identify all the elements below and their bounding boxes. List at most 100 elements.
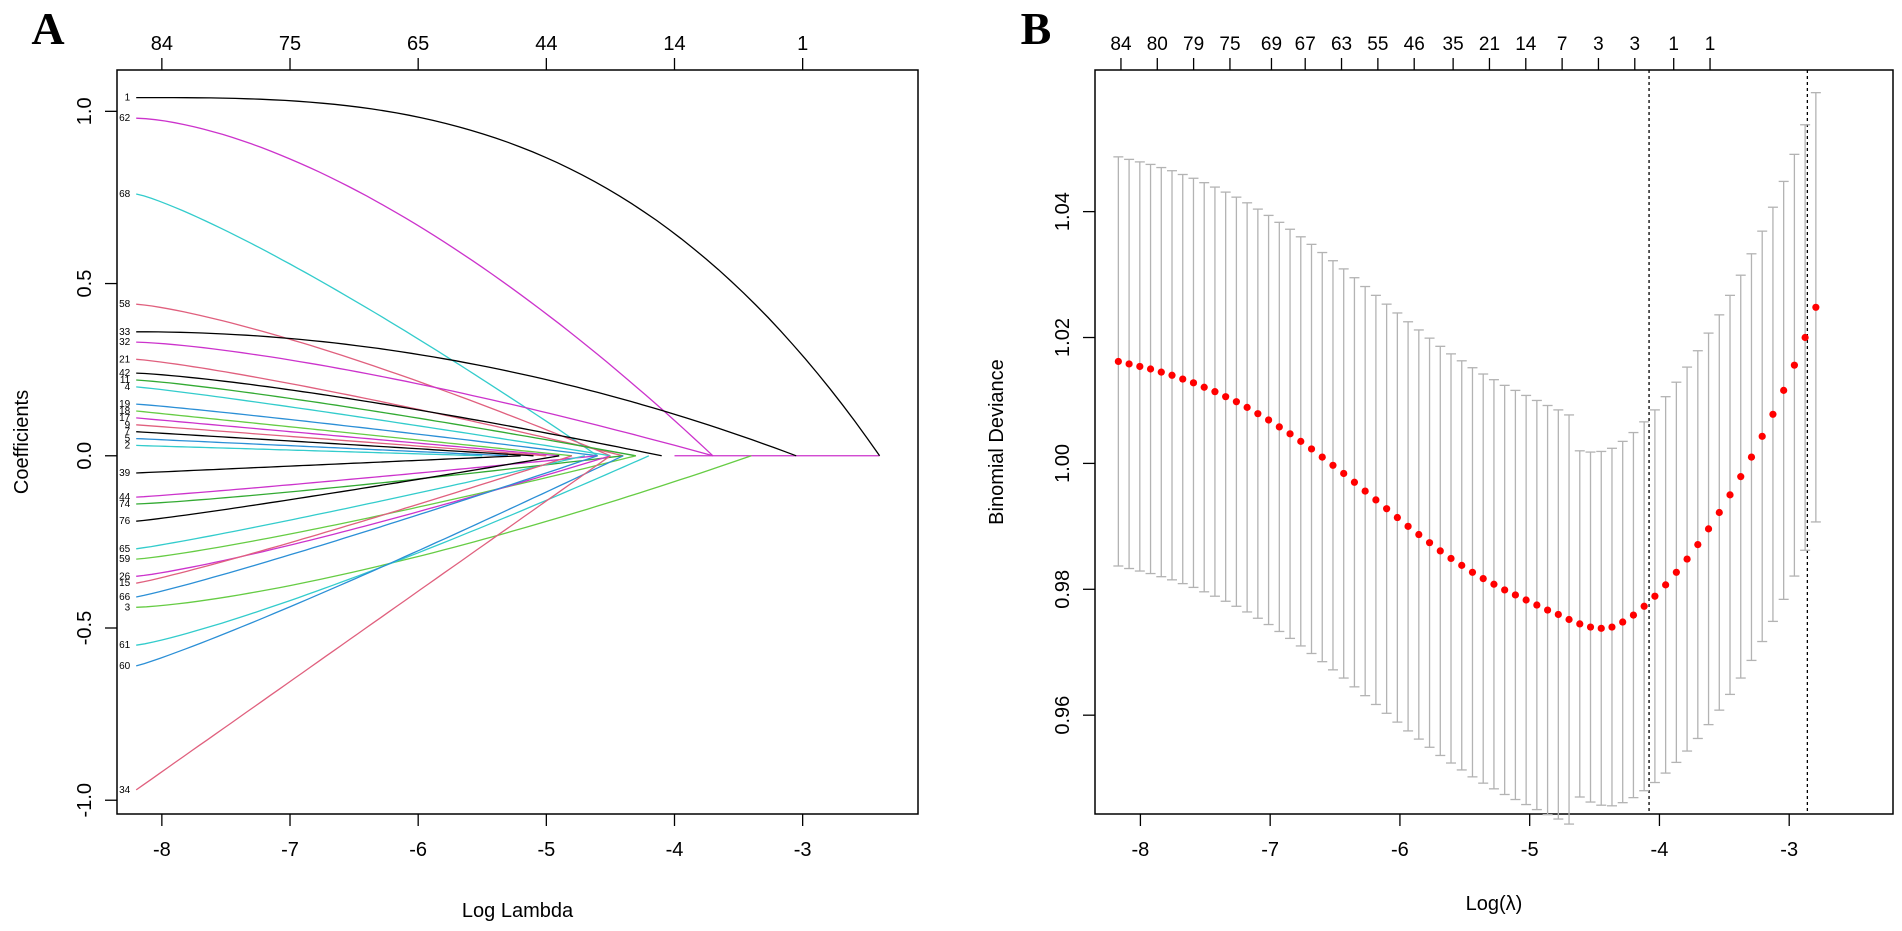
panel-b-point (1222, 393, 1230, 401)
panel-b-error-bars (1113, 92, 1821, 825)
panel-a-path-7 (136, 431, 534, 457)
panel-b-point (1329, 461, 1337, 469)
panel-b-point (1565, 615, 1573, 624)
panel-a-path-9 (136, 424, 547, 457)
panel-a-path-62 (136, 117, 714, 457)
panel-a-path-label-11: 11 (120, 375, 131, 386)
panel-a-label: A (31, 3, 64, 54)
panel-a-x-tick-label: -6 (409, 839, 427, 861)
panel-a-path-44 (136, 455, 598, 498)
panel-a-path-1 (136, 96, 881, 457)
panel-a-path-label-15: 15 (119, 578, 131, 589)
panel-a-path-17 (136, 417, 560, 457)
panel-b-point (1608, 623, 1616, 631)
panel-b-top-tick-label: 63 (1331, 34, 1352, 55)
panel-b-point (1715, 508, 1723, 517)
panel-b-top-tick-label: 69 (1261, 34, 1282, 55)
panel-a-y-tick-label: 0.0 (74, 442, 96, 470)
panel-b-y-tick-label: 1.02 (1052, 318, 1074, 357)
panel-a-top-tick-label: 44 (535, 33, 557, 55)
panel-a-path-label-42: 42 (119, 368, 131, 379)
panel-a-y-tick-label: 1.0 (74, 97, 96, 125)
panel-b-top-tick-label: 1 (1705, 34, 1716, 55)
panel-a-path-label-60: 60 (119, 661, 131, 672)
panel-b-point (1211, 388, 1219, 396)
panel-a-path-58 (136, 303, 611, 457)
panel-a-path-34 (135, 455, 611, 791)
panel-b-point (1297, 437, 1305, 445)
panel-a-path-label-74: 74 (119, 499, 131, 510)
panel-a-path-label-9: 9 (125, 420, 131, 431)
panel-b-point (1554, 610, 1562, 619)
panel-a-path-label-1: 1 (125, 93, 131, 104)
panel-b-point (1372, 496, 1380, 504)
panel-a-path-61 (136, 455, 650, 646)
panel-b-point (1758, 432, 1766, 440)
panel-a-path-21 (136, 358, 624, 457)
panel-b-x-tick-label: -3 (1780, 839, 1798, 861)
panel-b-point (1662, 581, 1670, 589)
panel-b-point (1307, 445, 1316, 453)
panel-a-path-68 (136, 193, 598, 457)
panel-b-point (1522, 596, 1530, 604)
panel-a-path-label-39: 39 (119, 468, 131, 479)
panel-a-path-label-65: 65 (119, 544, 131, 555)
panel-b-point (1533, 601, 1541, 609)
panel-a-path-4 (136, 386, 611, 457)
panel-b-point (1264, 416, 1273, 424)
panel-b-point (1243, 403, 1251, 411)
panel-a-path-42 (136, 372, 662, 457)
panel-b-point (1168, 371, 1176, 379)
panel-a-path-32 (136, 341, 714, 457)
panel-b-point (1286, 430, 1294, 438)
panel-b-top-tick-label: 67 (1295, 34, 1316, 55)
panel-b-top-tick-label: 46 (1404, 34, 1425, 55)
panel-a-path-65 (136, 455, 585, 550)
panel-b-point (1640, 602, 1648, 610)
panel-b-x-tick-label: -7 (1261, 839, 1279, 861)
panel-b-point (1340, 469, 1348, 478)
panel-b-plot-frame (1094, 69, 1894, 815)
panel-b-y-axis-label: Binomial Deviance (986, 359, 1008, 525)
panel-b-point (1769, 410, 1777, 418)
panel-b-point (1350, 478, 1359, 486)
panel-b-point (1672, 568, 1680, 576)
panel-b-point (1501, 586, 1509, 594)
panel-b-cv-curve (1113, 70, 1821, 825)
panel-a-path-label-61: 61 (119, 640, 131, 651)
panel-a-path-label-17: 17 (119, 413, 131, 424)
panel-b-point (1125, 360, 1133, 368)
panel-b-point (1146, 365, 1155, 373)
panel-b-point (1415, 530, 1423, 539)
panel-a-y-tick-label: -1.0 (74, 783, 96, 817)
panel-a-path-label-5: 5 (125, 434, 131, 445)
panel-b-point (1694, 540, 1702, 549)
panel-a-path-label-62: 62 (119, 113, 131, 124)
panel-a-path-60 (136, 455, 624, 667)
panel-b-y-tick-label: 0.96 (1052, 696, 1074, 735)
panel-a-x-tick-label: -4 (666, 839, 684, 861)
panel-b-point (1179, 375, 1187, 383)
panel-a-path-2 (136, 444, 483, 457)
panel-b-y-tick-label: 1.04 (1052, 192, 1074, 231)
panel-b-point (1200, 383, 1208, 391)
panel-b-point (1157, 368, 1165, 376)
panel-b-point (1726, 491, 1734, 499)
panel-b-point (1780, 386, 1788, 394)
panel-a-path-label-76: 76 (119, 516, 131, 527)
panel-b-top-tick-label: 3 (1593, 34, 1604, 55)
panel-b-top-tick-label: 84 (1110, 34, 1132, 55)
panel-a-y-tick-label: -0.5 (74, 611, 96, 645)
panel-a-top-tick-label: 1 (797, 33, 808, 55)
panel-b-points (1114, 303, 1820, 632)
panel-a-x-tick-label: -8 (153, 839, 171, 861)
panel-b-point (1543, 606, 1552, 614)
panel-b-point (1361, 487, 1369, 495)
panel-a-x-tick-label: -7 (281, 839, 299, 861)
panel-a-path-26 (136, 455, 611, 577)
panel-a-path-label-3: 3 (125, 602, 131, 613)
panel-b-point (1275, 423, 1283, 431)
panel-b-point (1468, 568, 1477, 576)
panel-a-path-label-34: 34 (119, 785, 131, 796)
